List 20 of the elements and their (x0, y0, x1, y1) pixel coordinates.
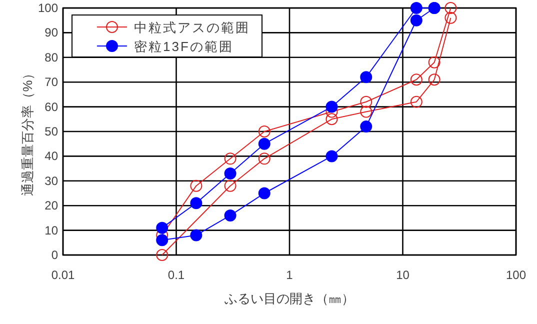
y-tick-label: 80 (44, 50, 58, 64)
y-tick-label: 50 (44, 124, 58, 138)
y-tick-label: 10 (44, 223, 58, 238)
y-tick-label: 40 (44, 149, 58, 164)
legend-label: 中粒式アスの範囲 (134, 20, 250, 35)
y-tick-label: 20 (44, 198, 58, 213)
legend-label: 密粒13Fの範囲 (134, 39, 234, 54)
x-tick-label: 0.01 (51, 268, 75, 282)
x-tick-label: 10 (396, 268, 410, 282)
y-tick-label: 70 (44, 75, 58, 90)
y-tick-label: 90 (44, 26, 58, 40)
x-axis-title: ふるい目の開き（㎜） (224, 291, 354, 306)
x-tick-label: 1 (286, 268, 294, 282)
y-tick-label: 100 (38, 1, 58, 15)
x-tick-label: 0.1 (168, 268, 185, 282)
y-axis-title: 通過重量百分率（%） (20, 67, 35, 196)
y-tick-label: 30 (44, 174, 58, 188)
y-tick-label: 0 (51, 248, 58, 262)
x-tick-label: 100 (506, 268, 526, 282)
y-tick-label: 60 (44, 100, 58, 114)
